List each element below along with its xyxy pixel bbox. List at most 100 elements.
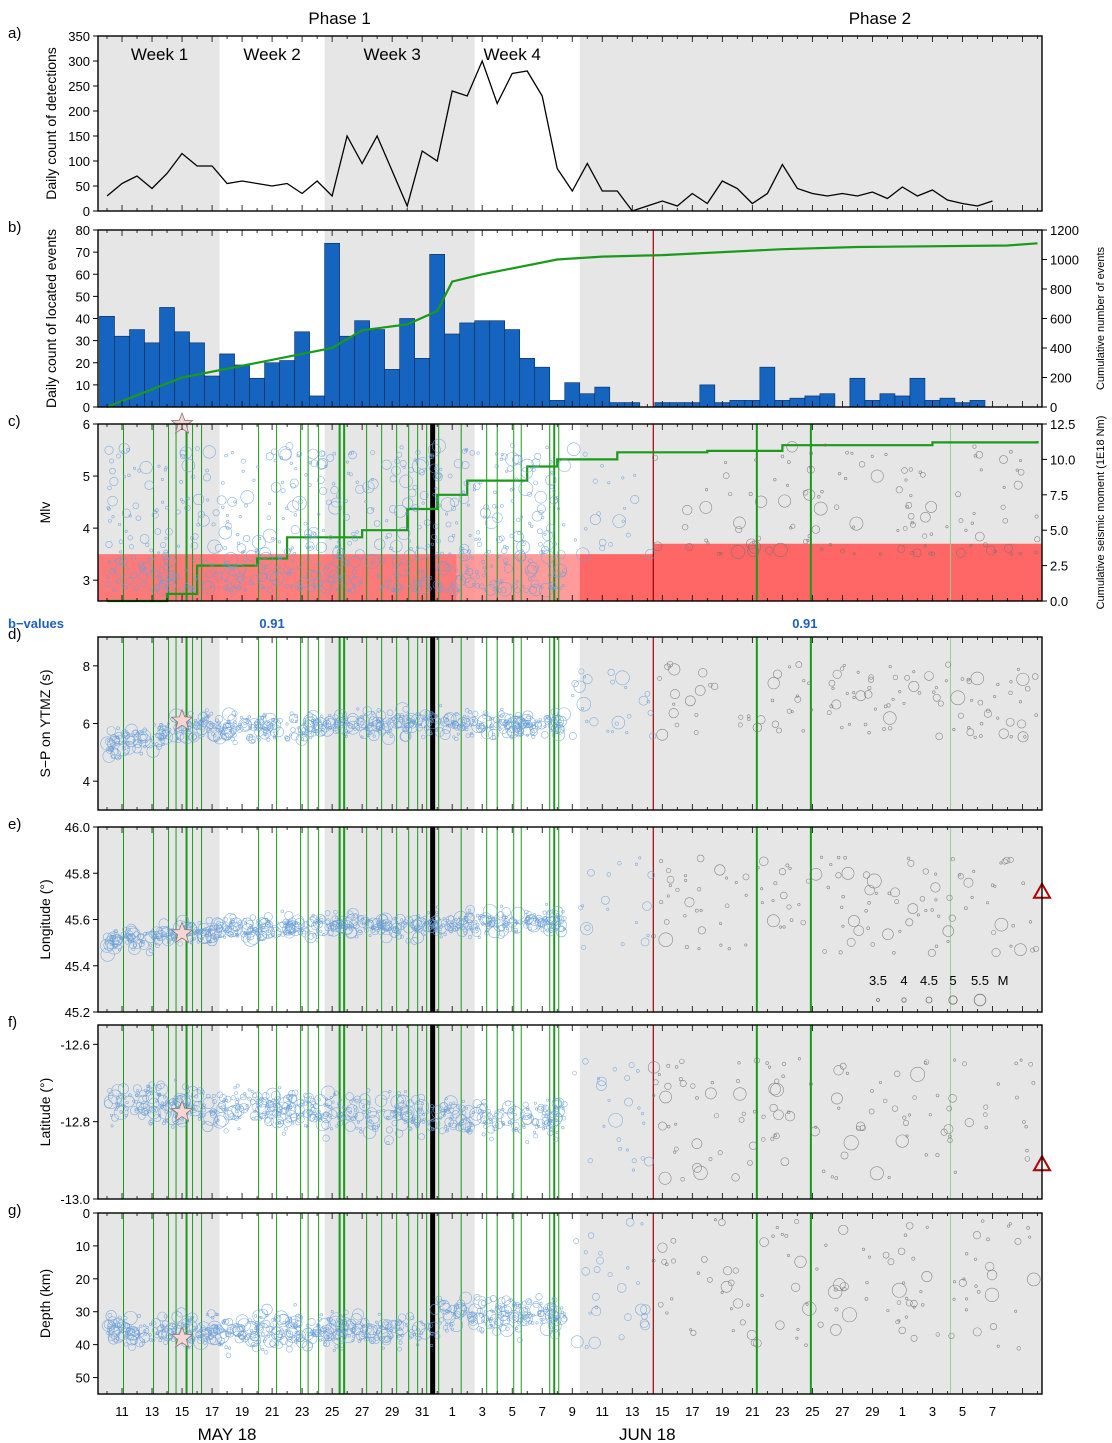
event-circle <box>107 1333 116 1341</box>
event-circle <box>475 574 480 579</box>
event-circle <box>547 586 551 590</box>
event-circle <box>381 584 385 588</box>
event-circle <box>359 1093 371 1105</box>
event-circle <box>537 720 547 730</box>
event-circle <box>167 556 171 560</box>
event-circle <box>708 682 713 688</box>
event-circle <box>415 724 423 732</box>
event-circle <box>123 475 127 479</box>
event-circle <box>385 1141 390 1145</box>
event-circle <box>806 465 815 474</box>
event-circle <box>429 463 439 474</box>
event-circle <box>467 1312 478 1323</box>
event-circle <box>195 446 200 451</box>
event-circle <box>458 919 465 926</box>
event-circle <box>438 1299 450 1311</box>
event-circle <box>616 1283 627 1293</box>
event-circle <box>500 707 504 711</box>
event-circle <box>261 1348 265 1352</box>
event-circle <box>443 713 455 725</box>
event-circle <box>409 1329 414 1333</box>
event-circle <box>507 1105 522 1121</box>
event-circle <box>258 536 262 541</box>
event-circle <box>529 524 534 528</box>
event-circle <box>124 1333 130 1339</box>
event-circle <box>830 1324 842 1336</box>
event-circle <box>291 1334 298 1341</box>
event-circle <box>638 695 649 706</box>
event-circle <box>343 1309 349 1315</box>
event-circle <box>214 718 220 723</box>
event-circle <box>245 919 254 929</box>
event-circle <box>193 931 197 935</box>
event-circle <box>147 557 152 562</box>
event-circle <box>774 1078 780 1084</box>
event-circle <box>231 1103 245 1117</box>
event-circle <box>280 480 284 484</box>
event-circle <box>507 1120 512 1125</box>
event-circle <box>353 1108 358 1112</box>
event-circle <box>985 708 991 714</box>
event-circle <box>125 1100 129 1105</box>
event-circle <box>331 1100 335 1104</box>
event-circle <box>952 727 956 732</box>
event-circle <box>422 1113 426 1117</box>
event-circle <box>497 1108 501 1112</box>
event-circle <box>912 548 922 558</box>
event-circle <box>539 923 544 928</box>
event-circle <box>810 1126 820 1137</box>
event-circle <box>386 1115 391 1120</box>
event-circle <box>734 881 738 885</box>
event-circle <box>455 1305 459 1309</box>
event-circle <box>427 586 432 591</box>
event-circle <box>291 559 295 563</box>
event-circle <box>346 1106 350 1110</box>
event-circle <box>326 499 332 506</box>
event-circle <box>184 568 188 572</box>
event-circle <box>245 1103 249 1107</box>
event-circle <box>319 486 328 496</box>
event-circle <box>394 458 401 465</box>
event-circle <box>181 1318 189 1326</box>
event-circle <box>209 711 214 716</box>
event-circle <box>254 721 259 726</box>
event-circle <box>130 1106 140 1116</box>
event-circle <box>423 931 428 935</box>
event-circle <box>165 505 169 510</box>
event-circle <box>426 1110 430 1114</box>
event-circle <box>372 923 380 931</box>
event-circle <box>576 696 592 712</box>
event-circle <box>488 924 492 928</box>
event-circle <box>244 1332 260 1347</box>
event-circle <box>835 872 842 879</box>
event-circle <box>349 587 356 594</box>
event-circle <box>497 554 501 559</box>
event-circle <box>511 1303 516 1308</box>
event-circle <box>430 1331 435 1336</box>
event-circle <box>314 921 318 925</box>
event-circle <box>228 566 240 577</box>
event-circle <box>361 1333 365 1337</box>
event-circle <box>256 919 260 923</box>
event-circle <box>125 1331 129 1335</box>
event-circle <box>487 549 491 554</box>
event-circle <box>429 1118 441 1130</box>
event-circle <box>463 480 470 487</box>
event-circle <box>796 1328 800 1332</box>
event-circle <box>230 588 234 592</box>
event-circle <box>761 1114 766 1119</box>
event-circle <box>541 516 545 520</box>
event-circle <box>533 1101 537 1105</box>
event-circle <box>177 941 183 947</box>
event-circle <box>1015 468 1019 472</box>
event-circle <box>179 733 189 743</box>
event-circle <box>416 922 420 926</box>
event-circle <box>151 511 159 519</box>
event-circle <box>230 920 235 925</box>
event-circle <box>841 924 845 928</box>
event-circle <box>538 583 554 598</box>
event-circle <box>233 500 237 504</box>
event-circle <box>753 1338 762 1348</box>
event-circle <box>1034 713 1039 717</box>
event-circle <box>290 525 300 535</box>
